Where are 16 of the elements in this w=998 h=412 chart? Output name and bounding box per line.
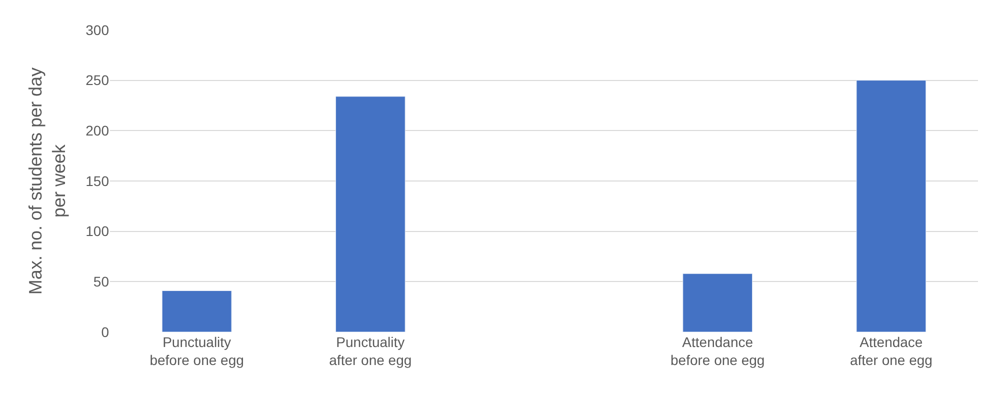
bar <box>335 96 406 332</box>
y-tick-label: 0 <box>101 324 110 340</box>
y-tick-label: 250 <box>86 72 110 88</box>
y-axis-title: Max. no. of students per day per week <box>25 67 69 295</box>
x-tick-label: Punctuality after one egg <box>329 334 412 368</box>
bar <box>682 273 753 332</box>
x-tick-label: Attendance before one egg <box>670 334 765 368</box>
bar <box>162 290 232 332</box>
y-tick-label: 100 <box>86 223 110 240</box>
y-tick-label: 50 <box>93 274 110 290</box>
y-tick-label: 200 <box>86 122 110 139</box>
x-tick-label: Punctuality before one egg <box>150 334 244 368</box>
y-tick-label: 150 <box>86 172 110 189</box>
y-tick-label: 300 <box>86 22 110 38</box>
bar <box>856 80 926 332</box>
x-tick-label: Attendace after one egg <box>850 334 932 368</box>
